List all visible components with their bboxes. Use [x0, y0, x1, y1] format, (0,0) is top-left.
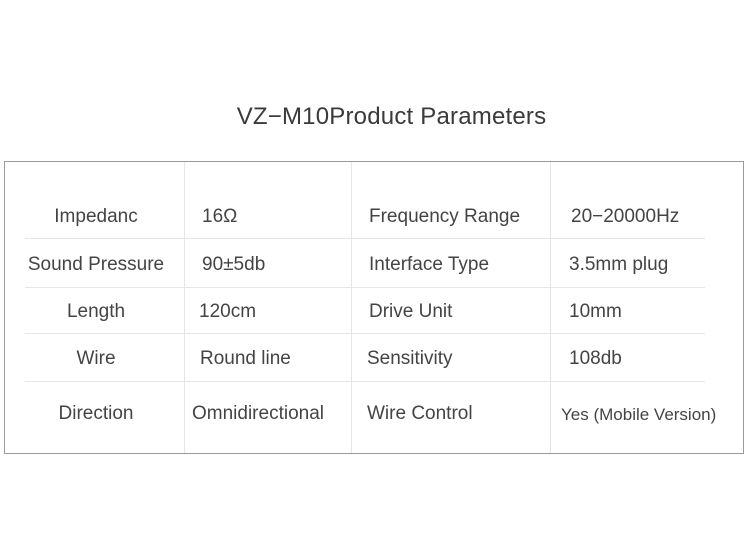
param-value-interface-type: 3.5mm plug	[569, 254, 669, 275]
param-value-wire-control: Yes (Mobile Version)	[561, 405, 717, 424]
param-value-drive-unit: 10mm	[569, 301, 622, 322]
row-divider	[25, 238, 705, 239]
param-label-drive-unit: Drive Unit	[369, 301, 453, 322]
param-label-sound-pressure: Sound Pressure	[27, 254, 165, 275]
param-label-wire: Wire	[76, 348, 116, 369]
param-label-length: Length	[66, 301, 126, 322]
param-label-sensitivity: Sensitivity	[367, 348, 453, 369]
row-divider	[25, 287, 705, 288]
param-value-sound-pressure: 90±5db	[202, 254, 266, 275]
param-label-frequency-range: Frequency Range	[369, 206, 521, 227]
param-label-wire-control: Wire Control	[367, 403, 473, 424]
page-title: VZ−M10Product Parameters	[236, 103, 547, 130]
row-divider	[25, 333, 705, 334]
param-value-sensitivity: 108db	[569, 348, 622, 369]
row-divider	[25, 381, 705, 382]
param-label-interface-type: Interface Type	[369, 254, 490, 275]
column-divider	[351, 162, 352, 453]
param-value-direction: Omnidirectional	[192, 403, 324, 424]
param-value-wire: Round line	[200, 348, 291, 369]
param-label-direction: Direction	[58, 403, 134, 424]
param-label-impedance: Impedanc	[54, 206, 138, 227]
column-divider	[550, 162, 551, 453]
parameters-table: Impedanc 16Ω Frequency Range 20−20000Hz …	[4, 161, 744, 454]
param-value-impedance: 16Ω	[202, 206, 238, 227]
column-divider	[184, 162, 185, 453]
param-value-frequency-range: 20−20000Hz	[571, 206, 680, 227]
param-value-length: 120cm	[199, 301, 257, 322]
